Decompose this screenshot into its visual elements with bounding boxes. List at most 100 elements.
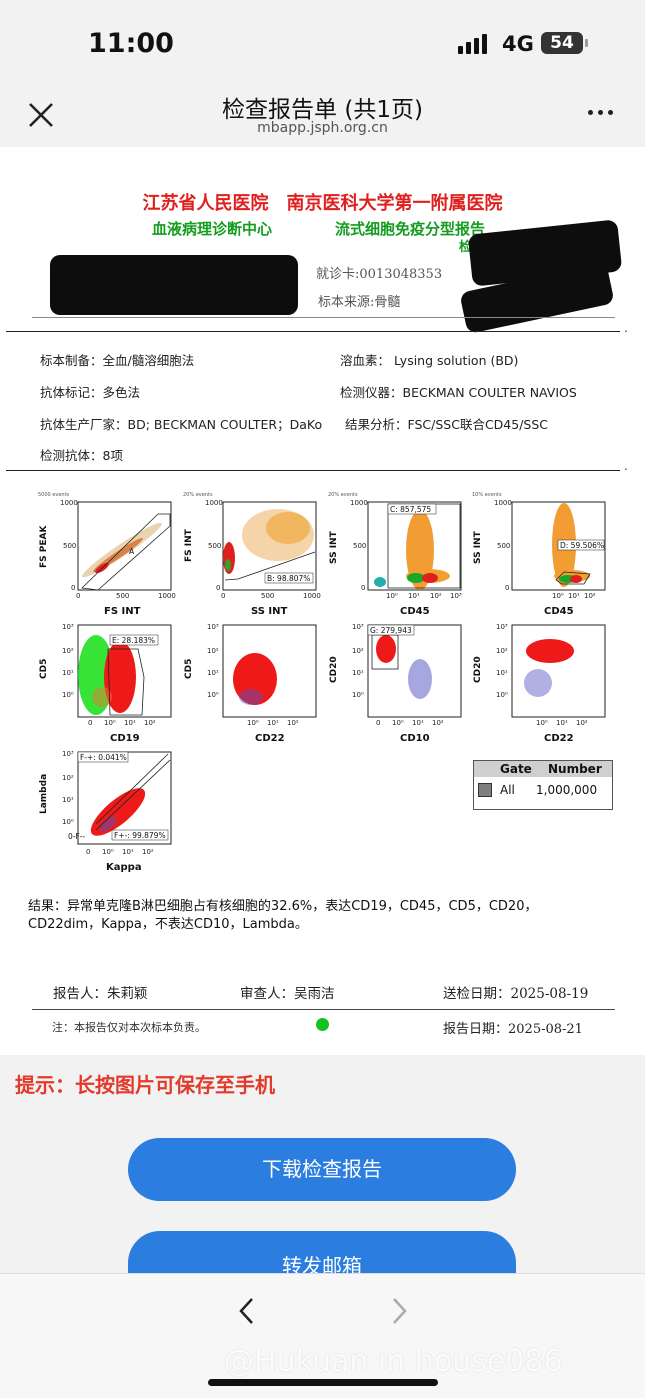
home-indicator[interactable]: [208, 1379, 438, 1386]
svg-text:10³: 10³: [352, 623, 364, 631]
chevron-right-icon[interactable]: [388, 1296, 410, 1326]
plot-events-label: 20% events: [328, 492, 358, 498]
submit-date: 送检日期：2025-08-19: [443, 986, 589, 1002]
svg-text:0: 0: [71, 584, 75, 592]
scatter-plot-cd10-cd20: G: 279,943 0 10⁰ 10¹ 10² 10³ 10² 10¹ 10⁰ CD10 …: [328, 617, 468, 751]
legend-row: All 1,000,000: [474, 777, 612, 803]
signal-icon: [458, 34, 487, 54]
instrument: 检测仪器：BECKMAN COULTER NAVIOS: [340, 385, 577, 400]
analysis: 结果分析：FSC/SSC联合CD45/SSC: [345, 417, 549, 432]
x-axis-label: CD10: [400, 733, 430, 744]
close-icon[interactable]: [26, 98, 56, 128]
redaction-mark: [50, 255, 298, 315]
more-icon[interactable]: [588, 110, 613, 115]
svg-text:0: 0: [86, 848, 90, 856]
scatter-plot-fs: 5000 events A 0 500 1000 1000 500 0 FS INT F…: [38, 490, 178, 624]
svg-text:0: 0: [221, 592, 225, 600]
svg-text:10⁰: 10⁰: [536, 719, 548, 727]
note-text: 注：本报告仅对本次标本负责。: [52, 1021, 206, 1034]
antibody-label: 抗体标记：多色法: [40, 385, 141, 400]
svg-text:10¹: 10¹: [412, 719, 424, 727]
svg-text:10²: 10²: [430, 592, 442, 600]
divider: [6, 470, 620, 471]
gate-legend: Gate Number All 1,000,000: [473, 760, 613, 810]
x-axis-label: SS INT: [251, 606, 288, 617]
gate-label: B: 98.807%: [267, 574, 310, 583]
svg-text:10¹: 10¹: [556, 719, 568, 727]
svg-text:10¹: 10¹: [408, 592, 420, 600]
divider: [32, 1009, 615, 1010]
battery-cap: [585, 39, 588, 47]
svg-text:1000: 1000: [350, 499, 368, 507]
svg-text:0: 0: [361, 584, 365, 592]
y-axis-label: Lambda: [39, 774, 49, 814]
legend-number: 1,000,000: [536, 783, 598, 797]
scatter-cloud: [90, 788, 146, 836]
forward-email-button[interactable]: 转发邮箱: [128, 1231, 516, 1273]
scatter-plot-cd22-cd20: 10⁰ 10¹ 10² 10³ 10² 10¹ 10⁰ CD22 CD20: [472, 617, 612, 751]
legend-header: Gate Number: [474, 761, 612, 777]
scatter-plot-cd19-cd5: E: 28.183% 0 10⁰ 10¹ 10² 10³ 10² 10¹ 10⁰ CD19 …: [38, 617, 178, 751]
scatter-cloud: [78, 635, 136, 715]
svg-text:0: 0: [216, 584, 220, 592]
svg-text:10⁰: 10⁰: [496, 691, 508, 699]
svg-text:10²: 10²: [62, 647, 74, 655]
legend-gate: All: [500, 783, 515, 797]
scatter-cloud: [524, 639, 574, 697]
svg-text:10¹: 10¹: [352, 669, 364, 677]
svg-text:10²: 10²: [142, 848, 154, 856]
gate-label: A: [129, 547, 135, 556]
y-axis-label: CD5: [184, 659, 194, 679]
svg-text:10³: 10³: [62, 623, 74, 631]
svg-text:1000: 1000: [303, 592, 321, 600]
chevron-left-icon[interactable]: [236, 1296, 258, 1326]
nav-bar: 检查报告单 (共1页) mbapp.jsph.org.cn: [0, 80, 645, 147]
scatter-plot-kappa-lambda: F-+: 0.041% F+-: 99.879% 0-F-- 0 10⁰ 10¹ 10…: [38, 744, 178, 883]
scatter-cloud: [233, 653, 277, 705]
page-url: mbapp.jsph.org.cn: [257, 120, 388, 136]
x-axis-label: CD45: [400, 606, 430, 617]
network-type: 4G: [502, 32, 534, 56]
y-axis-label: FS PEAK: [39, 525, 49, 568]
download-report-button[interactable]: 下载检查报告: [128, 1138, 516, 1201]
manufacturer: 抗体生产厂家：BD; BECKMAN COULTER；DaKo: [40, 417, 323, 432]
svg-text:10²: 10²: [287, 719, 299, 727]
reviewer: 审查人：吴雨洁: [240, 986, 335, 1002]
svg-text:10³: 10³: [207, 623, 219, 631]
x-axis-label: FS INT: [104, 606, 141, 617]
svg-text:10¹: 10¹: [62, 796, 74, 804]
svg-text:10⁰: 10⁰: [352, 691, 364, 699]
svg-text:1000: 1000: [60, 499, 78, 507]
svg-text:10³: 10³: [62, 750, 74, 758]
specimen-prep: 标本制备：全血/髓溶细胞法: [40, 353, 195, 368]
svg-text:0: 0: [76, 592, 80, 600]
department-name: 血液病理诊断中心: [152, 220, 273, 238]
legend-number-header: Number: [548, 762, 602, 776]
svg-text:500: 500: [497, 542, 510, 550]
gate-label: 0-F--: [68, 832, 85, 841]
gate-label: C: 857,575: [390, 505, 431, 514]
svg-text:10³: 10³: [496, 623, 508, 631]
svg-text:500: 500: [116, 592, 129, 600]
y-axis-label: CD20: [473, 656, 483, 683]
svg-text:10⁰: 10⁰: [104, 719, 116, 727]
svg-text:10³: 10³: [450, 592, 462, 600]
battery-icon: 54: [541, 32, 583, 54]
status-bar: 11:00 4G 54: [0, 0, 645, 80]
gate-label: E: 28.183%: [112, 636, 155, 645]
svg-text:0: 0: [505, 584, 509, 592]
scatter-cloud: [376, 635, 432, 699]
svg-text:500: 500: [63, 542, 76, 550]
svg-text:10⁰: 10⁰: [207, 691, 219, 699]
report-image[interactable]: 江苏省人民医院 南京医科大学第一附属医院 血液病理诊断中心 流式细胞免疫分型报告…: [0, 147, 645, 1055]
result-text: 结果：异常单克隆B淋巴细胞占有核细胞的32.6%，表达CD19，CD45，CD5…: [28, 899, 538, 932]
svg-text:1000: 1000: [158, 592, 176, 600]
hospital-name: 江苏省人民医院 南京医科大学第一附属医院: [142, 193, 503, 214]
report-date: 报告日期：2025-08-21: [443, 1022, 583, 1037]
gate-label: F-+: 0.041%: [80, 753, 127, 762]
svg-text:10²: 10²: [496, 647, 508, 655]
divider: [6, 331, 620, 332]
svg-text:500: 500: [261, 592, 274, 600]
svg-text:10⁰: 10⁰: [386, 592, 398, 600]
svg-text:10¹: 10¹: [62, 669, 74, 677]
